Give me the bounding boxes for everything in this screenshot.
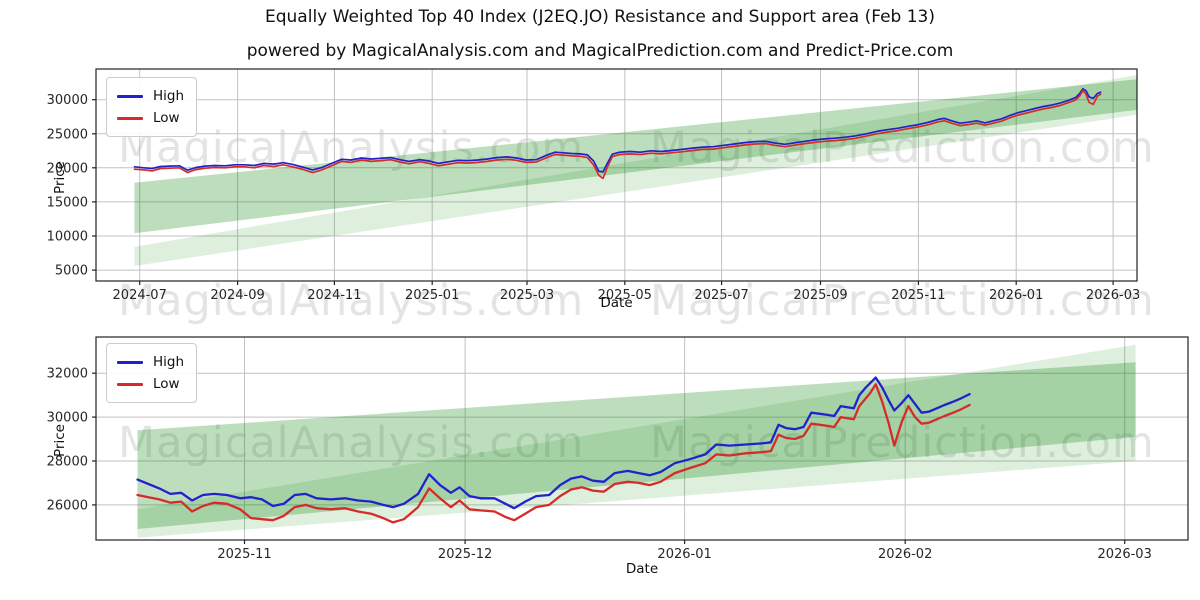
- svg-text:2025-03: 2025-03: [500, 288, 554, 303]
- svg-text:20000: 20000: [47, 161, 88, 176]
- bottom-chart-y-axis-label: Price: [52, 424, 68, 457]
- svg-text:2024-07: 2024-07: [113, 288, 167, 303]
- figure-title: Equally Weighted Top 40 Index (J2EQ.JO) …: [265, 7, 935, 27]
- watermark-prediction-middle: MagicalPrediction.com: [650, 276, 1155, 326]
- svg-text:2025-12: 2025-12: [438, 547, 492, 562]
- svg-text:2024-09: 2024-09: [210, 288, 264, 303]
- svg-text:15000: 15000: [47, 195, 88, 210]
- svg-text:32000: 32000: [47, 367, 88, 382]
- svg-text:2026-01: 2026-01: [989, 288, 1043, 303]
- low-line-swatch-icon: [117, 382, 143, 386]
- legend-low-label: Low: [153, 110, 180, 126]
- top-chart-legend: High Low: [106, 77, 198, 137]
- svg-text:2026-03: 2026-03: [1086, 288, 1140, 303]
- svg-text:2025-01: 2025-01: [405, 288, 459, 303]
- legend-item-low: Low: [117, 373, 184, 395]
- watermark-analysis-middle: MagicalAnalysis.com: [118, 276, 585, 326]
- legend-item-high: High: [117, 351, 184, 373]
- figure-subtitle: powered by MagicalAnalysis.com and Magic…: [246, 41, 954, 61]
- svg-text:2025-05: 2025-05: [598, 288, 652, 303]
- high-line-swatch-icon: [117, 360, 143, 364]
- high-line-swatch-icon: [117, 94, 143, 98]
- svg-text:30000: 30000: [47, 411, 88, 426]
- svg-text:2025-07: 2025-07: [694, 288, 748, 303]
- svg-text:30000: 30000: [47, 93, 88, 108]
- svg-text:2026-02: 2026-02: [878, 547, 932, 562]
- svg-text:28000: 28000: [47, 455, 88, 470]
- svg-text:25000: 25000: [47, 127, 88, 142]
- bottom-chart-legend: High Low: [106, 343, 198, 403]
- legend-item-high: High: [117, 85, 184, 107]
- legend-low-label: Low: [153, 376, 180, 392]
- bottom-chart-x-axis-label: Date: [625, 561, 659, 577]
- svg-text:2026-01: 2026-01: [657, 547, 711, 562]
- bottom-chart-plot: 2025-11 2025-12 2026-01 2026-02 2026-03 26000…: [47, 336, 1189, 562]
- svg-text:2025-11: 2025-11: [217, 547, 271, 562]
- top-chart-x-axis-label: Date: [600, 295, 633, 311]
- top-chart-plot: 2024-07 2024-09 2024-11 2025-01 2025-03 2025-…: [47, 68, 1140, 303]
- svg-text:2024-11: 2024-11: [307, 288, 361, 303]
- svg-text:26000: 26000: [47, 498, 88, 513]
- watermark-prediction-bottom: MagicalPrediction.com: [650, 418, 1155, 468]
- svg-text:2025-11: 2025-11: [891, 288, 945, 303]
- top-chart-y-axis-label: Price: [52, 161, 68, 194]
- legend-high-label: High: [153, 88, 185, 104]
- svg-text:2026-03: 2026-03: [1098, 547, 1152, 562]
- watermark-analysis-bottom: MagicalAnalysis.com: [118, 418, 585, 468]
- legend-high-label: High: [153, 354, 185, 370]
- watermark-prediction-top: MagicalPrediction.com: [650, 123, 1155, 173]
- low-line-swatch-icon: [117, 116, 143, 120]
- svg-text:10000: 10000: [47, 230, 88, 245]
- svg-text:2025-09: 2025-09: [793, 288, 847, 303]
- svg-text:5000: 5000: [55, 264, 88, 279]
- legend-item-low: Low: [117, 107, 184, 129]
